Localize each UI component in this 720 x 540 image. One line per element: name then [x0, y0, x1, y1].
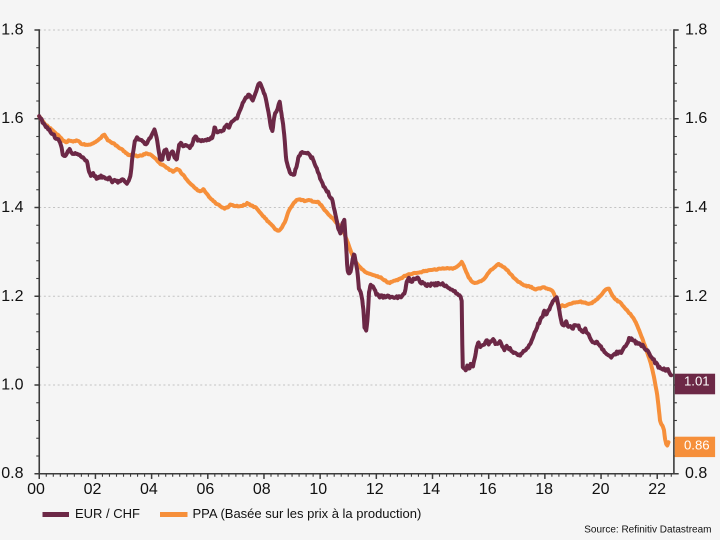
svg-text:16: 16 [479, 481, 497, 498]
svg-text:10: 10 [309, 481, 327, 498]
svg-text:00: 00 [27, 481, 45, 498]
svg-text:1.8: 1.8 [685, 22, 707, 39]
svg-text:1.6: 1.6 [1, 110, 23, 127]
svg-text:1.2: 1.2 [1, 288, 23, 305]
svg-text:1.01: 1.01 [684, 373, 710, 388]
svg-text:1.8: 1.8 [1, 22, 23, 39]
svg-text:02: 02 [84, 481, 102, 498]
svg-text:06: 06 [197, 481, 215, 498]
svg-text:04: 04 [140, 481, 158, 498]
svg-text:12: 12 [366, 481, 384, 498]
svg-text:20: 20 [592, 481, 610, 498]
svg-text:1.6: 1.6 [685, 110, 707, 127]
svg-text:1.4: 1.4 [1, 199, 23, 216]
svg-text:18: 18 [535, 481, 553, 498]
svg-text:PPA (Basée sur les prix à la p: PPA (Basée sur les prix à la production) [193, 506, 422, 521]
svg-text:1.0: 1.0 [1, 377, 23, 394]
svg-text:1.2: 1.2 [685, 288, 707, 305]
svg-text:0.8: 0.8 [685, 465, 707, 482]
svg-text:EUR / CHF: EUR / CHF [75, 506, 140, 521]
svg-text:0.86: 0.86 [684, 438, 710, 453]
svg-text:08: 08 [253, 481, 271, 498]
svg-text:22: 22 [648, 481, 666, 498]
svg-text:14: 14 [422, 481, 440, 498]
svg-text:1.4: 1.4 [685, 199, 707, 216]
svg-text:0.8: 0.8 [1, 465, 23, 482]
svg-text:Source: Refinitiv Datastream: Source: Refinitiv Datastream [584, 525, 711, 536]
